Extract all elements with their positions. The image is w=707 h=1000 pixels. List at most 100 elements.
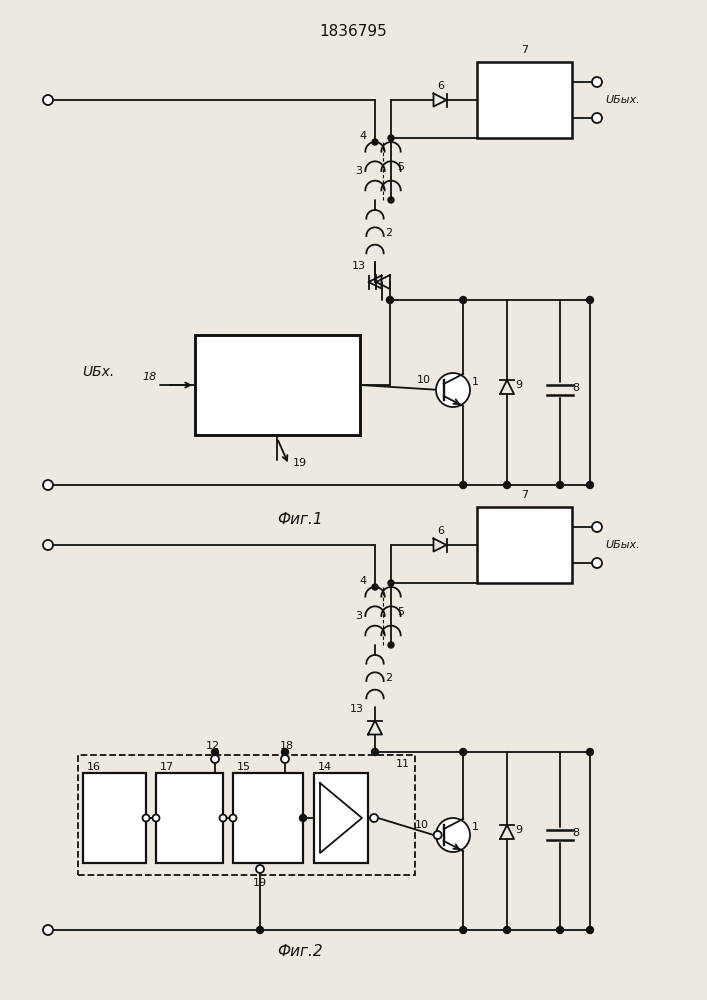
Circle shape [592, 522, 602, 532]
Text: 8: 8 [573, 383, 580, 393]
Text: 3: 3 [356, 611, 363, 621]
Text: 5: 5 [397, 162, 404, 172]
Text: 7: 7 [521, 490, 528, 500]
Circle shape [372, 139, 378, 145]
Circle shape [388, 580, 394, 586]
Circle shape [460, 748, 467, 756]
Text: 10: 10 [414, 820, 428, 830]
Text: 3: 3 [356, 166, 363, 176]
Text: 18: 18 [143, 372, 157, 382]
Text: Фиг.1: Фиг.1 [277, 512, 323, 528]
Text: 6: 6 [438, 81, 445, 91]
Text: UБых.: UБых. [605, 540, 640, 550]
Text: РЕЛЕ: РЕЛЕ [255, 800, 281, 810]
Text: 1: 1 [472, 822, 479, 832]
Text: 13: 13 [352, 261, 366, 271]
Circle shape [460, 926, 467, 934]
Text: 8: 8 [573, 828, 580, 838]
Circle shape [433, 831, 442, 839]
Text: 18: 18 [280, 741, 294, 751]
Text: 7: 7 [521, 45, 528, 55]
Text: 4: 4 [359, 576, 366, 586]
Circle shape [436, 818, 470, 852]
Bar [195, 335, 360, 435]
Circle shape [43, 925, 53, 935]
Circle shape [556, 926, 563, 934]
Circle shape [43, 480, 53, 490]
Text: 10: 10 [416, 375, 431, 385]
Circle shape [370, 814, 378, 822]
Bar [314, 773, 368, 863]
Bar [233, 773, 303, 863]
Text: UБх.: UБх. [82, 365, 115, 379]
Text: 2: 2 [385, 228, 392, 238]
Circle shape [153, 814, 160, 822]
Text: 15: 15 [237, 762, 251, 772]
Circle shape [587, 926, 593, 934]
Text: 1: 1 [472, 377, 479, 387]
Text: ФИЛЬТР: ФИЛЬТР [501, 534, 548, 544]
Bar [83, 773, 146, 863]
Circle shape [460, 296, 467, 304]
Circle shape [388, 135, 394, 141]
Text: 2: 2 [385, 673, 392, 683]
Text: МЕНИ: МЕНИ [253, 826, 284, 836]
Bar [477, 62, 572, 138]
Circle shape [230, 814, 237, 822]
Text: 12: 12 [206, 741, 220, 751]
Text: ВРЕ-: ВРЕ- [178, 814, 201, 822]
Circle shape [257, 926, 264, 934]
Circle shape [143, 814, 149, 822]
Text: РЕЛЕ: РЕЛЕ [176, 800, 203, 810]
Text: 1836795: 1836795 [319, 24, 387, 39]
Text: 19: 19 [253, 878, 267, 888]
Circle shape [388, 197, 394, 203]
Text: 19: 19 [293, 458, 307, 468]
Text: МЕНИ: МЕНИ [175, 826, 205, 836]
Circle shape [460, 482, 467, 488]
Circle shape [43, 540, 53, 550]
Circle shape [372, 584, 378, 590]
Text: РЕЛЕ: РЕЛЕ [101, 800, 128, 810]
Circle shape [211, 755, 219, 763]
Text: 12: 12 [199, 338, 213, 348]
Circle shape [388, 642, 394, 648]
Text: 6: 6 [438, 526, 445, 536]
Circle shape [281, 755, 289, 763]
Text: UБых.: UБых. [605, 95, 640, 105]
Bar [156, 773, 223, 863]
Text: 11: 11 [396, 759, 410, 769]
Text: 5: 5 [397, 607, 404, 617]
Bar [477, 507, 572, 583]
Text: ФИЛЬТР: ФИЛЬТР [501, 89, 548, 99]
Text: 4: 4 [359, 131, 366, 141]
Text: УПРАВЛЕНИЯ: УПРАВЛЕНИЯ [228, 386, 327, 399]
Circle shape [300, 814, 307, 822]
Circle shape [256, 865, 264, 873]
Circle shape [592, 77, 602, 87]
Text: 9: 9 [515, 380, 522, 390]
Text: МЕНИ: МЕНИ [99, 826, 129, 836]
Circle shape [587, 748, 593, 756]
Circle shape [387, 296, 394, 304]
Circle shape [592, 558, 602, 568]
Circle shape [503, 482, 510, 488]
Text: БЛОК: БЛОК [257, 370, 298, 383]
Circle shape [587, 296, 593, 304]
Text: 11: 11 [342, 338, 356, 348]
Circle shape [43, 95, 53, 105]
Bar [78, 755, 415, 875]
Text: ВРЕ-: ВРЕ- [103, 814, 126, 822]
Text: ВРЕ-: ВРЕ- [257, 814, 280, 822]
Circle shape [281, 748, 288, 756]
Circle shape [587, 482, 593, 488]
Circle shape [556, 482, 563, 488]
Circle shape [371, 748, 378, 756]
Text: UБх.: UБх. [82, 819, 115, 833]
Text: 17: 17 [160, 762, 174, 772]
Circle shape [219, 814, 226, 822]
Text: 16: 16 [87, 762, 101, 772]
Text: 9: 9 [515, 825, 522, 835]
Text: 14: 14 [318, 762, 332, 772]
Circle shape [211, 748, 218, 756]
